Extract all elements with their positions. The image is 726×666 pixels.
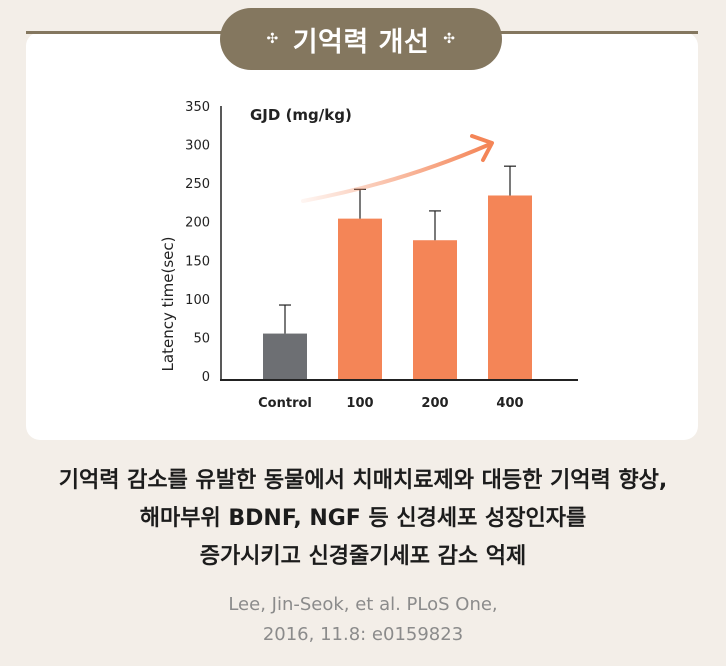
x-tick-label: 200 xyxy=(421,396,448,411)
y-tick-label: 100 xyxy=(185,293,210,308)
x-tick-label: 400 xyxy=(496,396,523,411)
section-title: 기억력 개선 xyxy=(292,26,430,58)
citation-line: Lee, Jin-Seok, et al. PLoS One, xyxy=(228,594,498,615)
sparkle-icon: ✣ xyxy=(443,31,456,47)
citation: Lee, Jin-Seok, et al. PLoS One, 2016, 11… xyxy=(0,590,726,650)
y-tick-label: 200 xyxy=(185,216,210,231)
section-title-pill: ✣ 기억력 개선 ✣ xyxy=(220,8,502,70)
caption-line: 해마부위 BDNF, NGF 등 신경세포 성장인자를 xyxy=(139,506,587,531)
y-axis-label: Latency time(sec) xyxy=(159,237,177,372)
y-tick-label: 350 xyxy=(185,100,210,115)
citation-line: 2016, 11.8: e0159823 xyxy=(262,624,464,645)
x-tick-label: Control xyxy=(258,396,312,411)
trend-arrow-head xyxy=(470,134,494,162)
y-tick-label: 0 xyxy=(202,370,210,385)
bar-100 xyxy=(338,218,382,380)
bar-400 xyxy=(488,195,532,380)
y-tick-label: 250 xyxy=(185,177,210,192)
bar-200 xyxy=(413,240,457,380)
chart-title: GJD (mg/kg) xyxy=(250,106,352,124)
y-tick-label: 150 xyxy=(185,254,210,269)
sparkle-icon: ✣ xyxy=(266,31,279,47)
caption: 기억력 감소를 유발한 동물에서 치매치료제와 대등한 기억력 향상, 해마부위… xyxy=(0,462,726,576)
caption-line: 기억력 감소를 유발한 동물에서 치매치료제와 대등한 기억력 향상, xyxy=(58,468,668,493)
y-tick-label: 300 xyxy=(185,139,210,154)
bar-control xyxy=(263,333,307,380)
trend-arrow xyxy=(301,143,490,203)
bar-chart: 0 50 100 150 200 250 300 350 Control 100 200 400 G… xyxy=(159,100,578,411)
caption-line: 증가시키고 신경줄기세포 감소 억제 xyxy=(199,544,527,569)
y-tick-label: 50 xyxy=(193,331,210,346)
x-tick-label: 100 xyxy=(346,396,373,411)
